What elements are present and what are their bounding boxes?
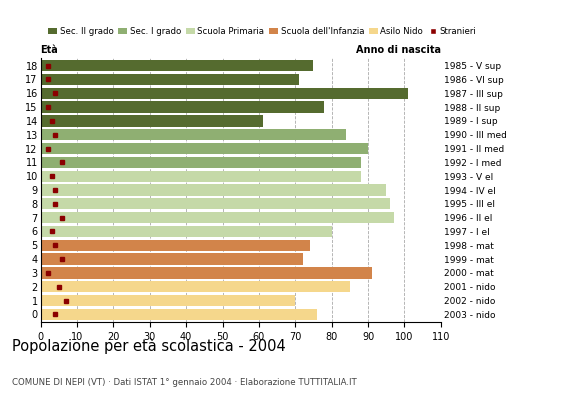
Bar: [41, 240, 310, 251]
Bar: [41, 281, 350, 292]
Bar: [41, 254, 303, 265]
Bar: [41, 143, 368, 154]
Text: Età: Età: [41, 45, 59, 55]
Text: COMUNE DI NEPI (VT) · Dati ISTAT 1° gennaio 2004 · Elaborazione TUTTITALIA.IT: COMUNE DI NEPI (VT) · Dati ISTAT 1° genn…: [12, 378, 356, 387]
Bar: [41, 88, 408, 99]
Text: Anno di nascita: Anno di nascita: [356, 45, 441, 55]
Bar: [41, 60, 313, 71]
Bar: [41, 226, 332, 237]
Bar: [41, 170, 361, 182]
Bar: [41, 267, 372, 278]
Bar: [41, 184, 386, 196]
Bar: [41, 295, 295, 306]
Bar: [41, 157, 361, 168]
Legend: Sec. II grado, Sec. I grado, Scuola Primaria, Scuola dell'Infanzia, Asilo Nido, : Sec. II grado, Sec. I grado, Scuola Prim…: [45, 23, 480, 39]
Bar: [41, 198, 390, 210]
Bar: [41, 309, 317, 320]
Text: Popolazione per età scolastica - 2004: Popolazione per età scolastica - 2004: [12, 338, 285, 354]
Bar: [41, 129, 346, 140]
Bar: [41, 102, 324, 113]
Bar: [41, 212, 393, 223]
Bar: [41, 115, 263, 126]
Bar: [41, 74, 299, 85]
